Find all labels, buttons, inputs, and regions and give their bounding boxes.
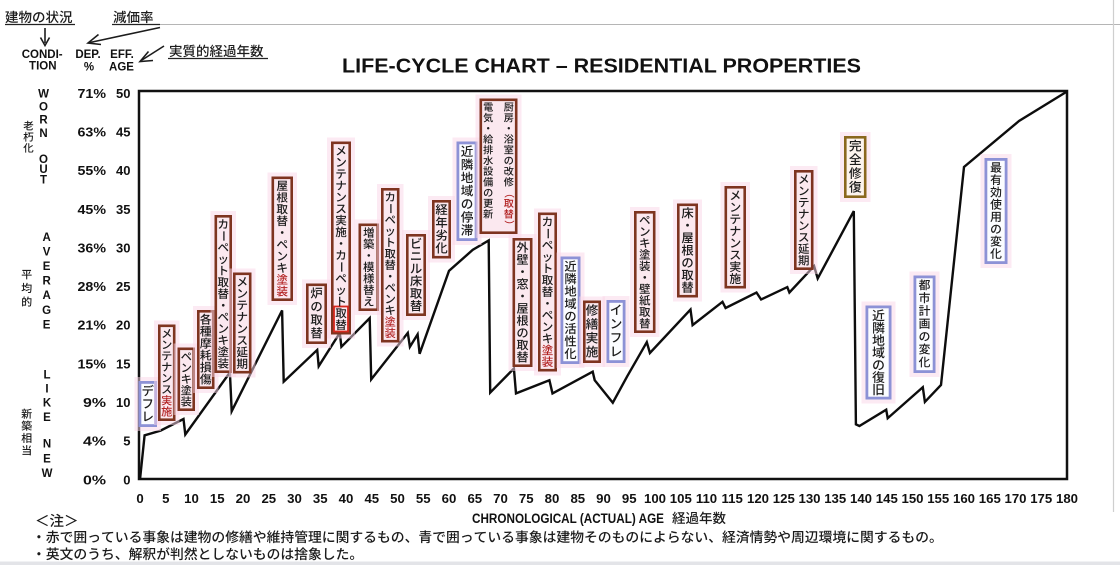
svg-text:R: R	[39, 115, 48, 127]
svg-text:E: E	[43, 261, 51, 273]
svg-text:25: 25	[116, 279, 130, 294]
svg-text:%: %	[84, 62, 94, 74]
svg-text:0: 0	[136, 491, 143, 506]
svg-text:55%: 55%	[78, 163, 107, 178]
svg-text:N: N	[43, 439, 51, 451]
svg-text:125: 125	[773, 491, 795, 506]
svg-text:170: 170	[1004, 491, 1026, 506]
svg-text:45%: 45%	[78, 202, 107, 217]
svg-text:5: 5	[162, 491, 169, 506]
svg-text:0%: 0%	[83, 472, 107, 487]
svg-text:CONDI-: CONDI-	[22, 49, 63, 61]
svg-text:45: 45	[364, 491, 379, 506]
svg-text:A: A	[42, 232, 50, 244]
svg-text:I: I	[45, 384, 48, 396]
svg-text:140: 140	[850, 491, 872, 506]
svg-text:150: 150	[901, 491, 923, 506]
svg-text:15: 15	[116, 356, 130, 371]
svg-text:105: 105	[670, 491, 692, 506]
svg-text:95: 95	[622, 491, 637, 506]
svg-text:50: 50	[390, 491, 405, 506]
svg-text:15%: 15%	[78, 356, 107, 371]
svg-text:180: 180	[1056, 491, 1078, 506]
svg-text:80: 80	[545, 491, 560, 506]
svg-text:60: 60	[442, 491, 457, 506]
svg-text:20: 20	[236, 491, 251, 506]
svg-text:65: 65	[467, 491, 482, 506]
svg-text:70: 70	[493, 491, 508, 506]
svg-text:135: 135	[824, 491, 846, 506]
svg-text:50: 50	[116, 86, 130, 101]
svg-text:O: O	[39, 154, 48, 166]
svg-text:100: 100	[644, 491, 666, 506]
svg-text:55: 55	[416, 491, 431, 506]
svg-text:K: K	[43, 397, 52, 409]
svg-text:W: W	[42, 468, 53, 480]
svg-text:115: 115	[722, 491, 743, 506]
svg-text:110: 110	[696, 491, 717, 506]
svg-text:0: 0	[123, 472, 130, 487]
svg-text:CHRONOLOGICAL (ACTUAL) AGE: CHRONOLOGICAL (ACTUAL) AGE	[472, 511, 664, 526]
svg-text:63%: 63%	[78, 124, 107, 139]
svg-text:G: G	[42, 305, 51, 317]
svg-text:10: 10	[184, 491, 199, 506]
svg-text:28%: 28%	[78, 279, 107, 294]
svg-text:A: A	[42, 290, 50, 302]
svg-text:4%: 4%	[83, 434, 107, 449]
svg-text:30: 30	[287, 491, 302, 506]
svg-text:TION: TION	[29, 61, 56, 73]
svg-text:E: E	[43, 412, 51, 424]
svg-text:L: L	[43, 369, 50, 381]
svg-text:5: 5	[123, 434, 130, 449]
svg-text:71%: 71%	[78, 86, 107, 101]
svg-text:40: 40	[339, 491, 354, 506]
svg-text:90: 90	[596, 491, 611, 506]
svg-text:40: 40	[116, 163, 130, 178]
svg-text:21%: 21%	[78, 318, 107, 333]
svg-text:V: V	[43, 246, 51, 258]
svg-text:120: 120	[747, 491, 769, 506]
svg-text:O: O	[39, 102, 48, 114]
svg-text:AGE: AGE	[109, 62, 134, 74]
svg-text:LIFE-CYCLE CHART – RESIDENTIAL: LIFE-CYCLE CHART – RESIDENTIAL PROPERTIE…	[342, 56, 861, 78]
svg-text:35: 35	[116, 202, 130, 217]
svg-text:75: 75	[519, 491, 534, 506]
svg-text:155: 155	[927, 491, 949, 506]
svg-text:N: N	[39, 128, 47, 140]
svg-text:36%: 36%	[78, 240, 107, 255]
svg-text:U: U	[39, 164, 47, 176]
svg-text:85: 85	[570, 491, 585, 506]
svg-text:15: 15	[210, 491, 225, 506]
svg-text:165: 165	[979, 491, 1001, 506]
svg-text:25: 25	[261, 491, 276, 506]
svg-text:DEP.: DEP.	[75, 49, 100, 61]
svg-text:30: 30	[116, 240, 130, 255]
svg-text:10: 10	[116, 395, 130, 410]
svg-text:T: T	[40, 174, 47, 186]
svg-text:20: 20	[116, 318, 130, 333]
svg-text:145: 145	[876, 491, 898, 506]
svg-text:E: E	[43, 319, 51, 331]
svg-text:35: 35	[313, 491, 328, 506]
svg-text:EFF.: EFF.	[110, 49, 134, 61]
svg-text:R: R	[42, 276, 51, 288]
svg-text:W: W	[38, 88, 49, 100]
svg-text:9%: 9%	[83, 395, 107, 410]
svg-text:E: E	[43, 454, 51, 466]
svg-text:130: 130	[798, 491, 820, 506]
svg-text:175: 175	[1030, 491, 1052, 506]
svg-text:160: 160	[953, 491, 975, 506]
svg-text:45: 45	[116, 124, 130, 139]
